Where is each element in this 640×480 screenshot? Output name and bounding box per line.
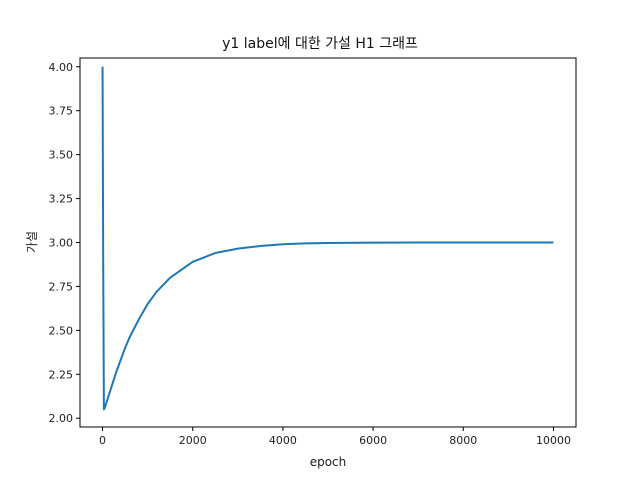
x-tick-label: 6000	[359, 434, 387, 447]
x-tick-label: 0	[99, 434, 106, 447]
chart-title: y1 label에 대한 가설 H1 그래프	[222, 36, 418, 52]
y-tick-label: 2.25	[49, 368, 74, 381]
y-tick-label: 3.75	[49, 105, 74, 118]
x-axis: 0 2000 4000 6000 8000 10000	[99, 427, 571, 447]
y-tick-label: 2.50	[49, 324, 74, 337]
y-axis-label: 가설	[25, 231, 39, 253]
y-tick-label: 3.25	[49, 193, 74, 206]
x-tick-label: 10000	[536, 434, 571, 447]
x-tick-label: 4000	[269, 434, 297, 447]
y-tick-label: 2.75	[49, 280, 74, 293]
y-tick-label: 3.00	[49, 237, 74, 250]
y-tick-label: 2.00	[49, 412, 74, 425]
y-tick-label: 3.50	[49, 149, 74, 162]
y-axis: 2.00 2.25 2.50 2.75 3.00 3.25 3.50 3.75 4.00	[49, 61, 80, 425]
x-tick-label: 2000	[179, 434, 207, 447]
x-tick-label: 8000	[449, 434, 477, 447]
plot-area	[101, 66, 554, 411]
x-axis-label: epoch	[310, 455, 347, 469]
series-line	[101, 66, 554, 411]
y-tick-label: 4.00	[49, 61, 74, 74]
